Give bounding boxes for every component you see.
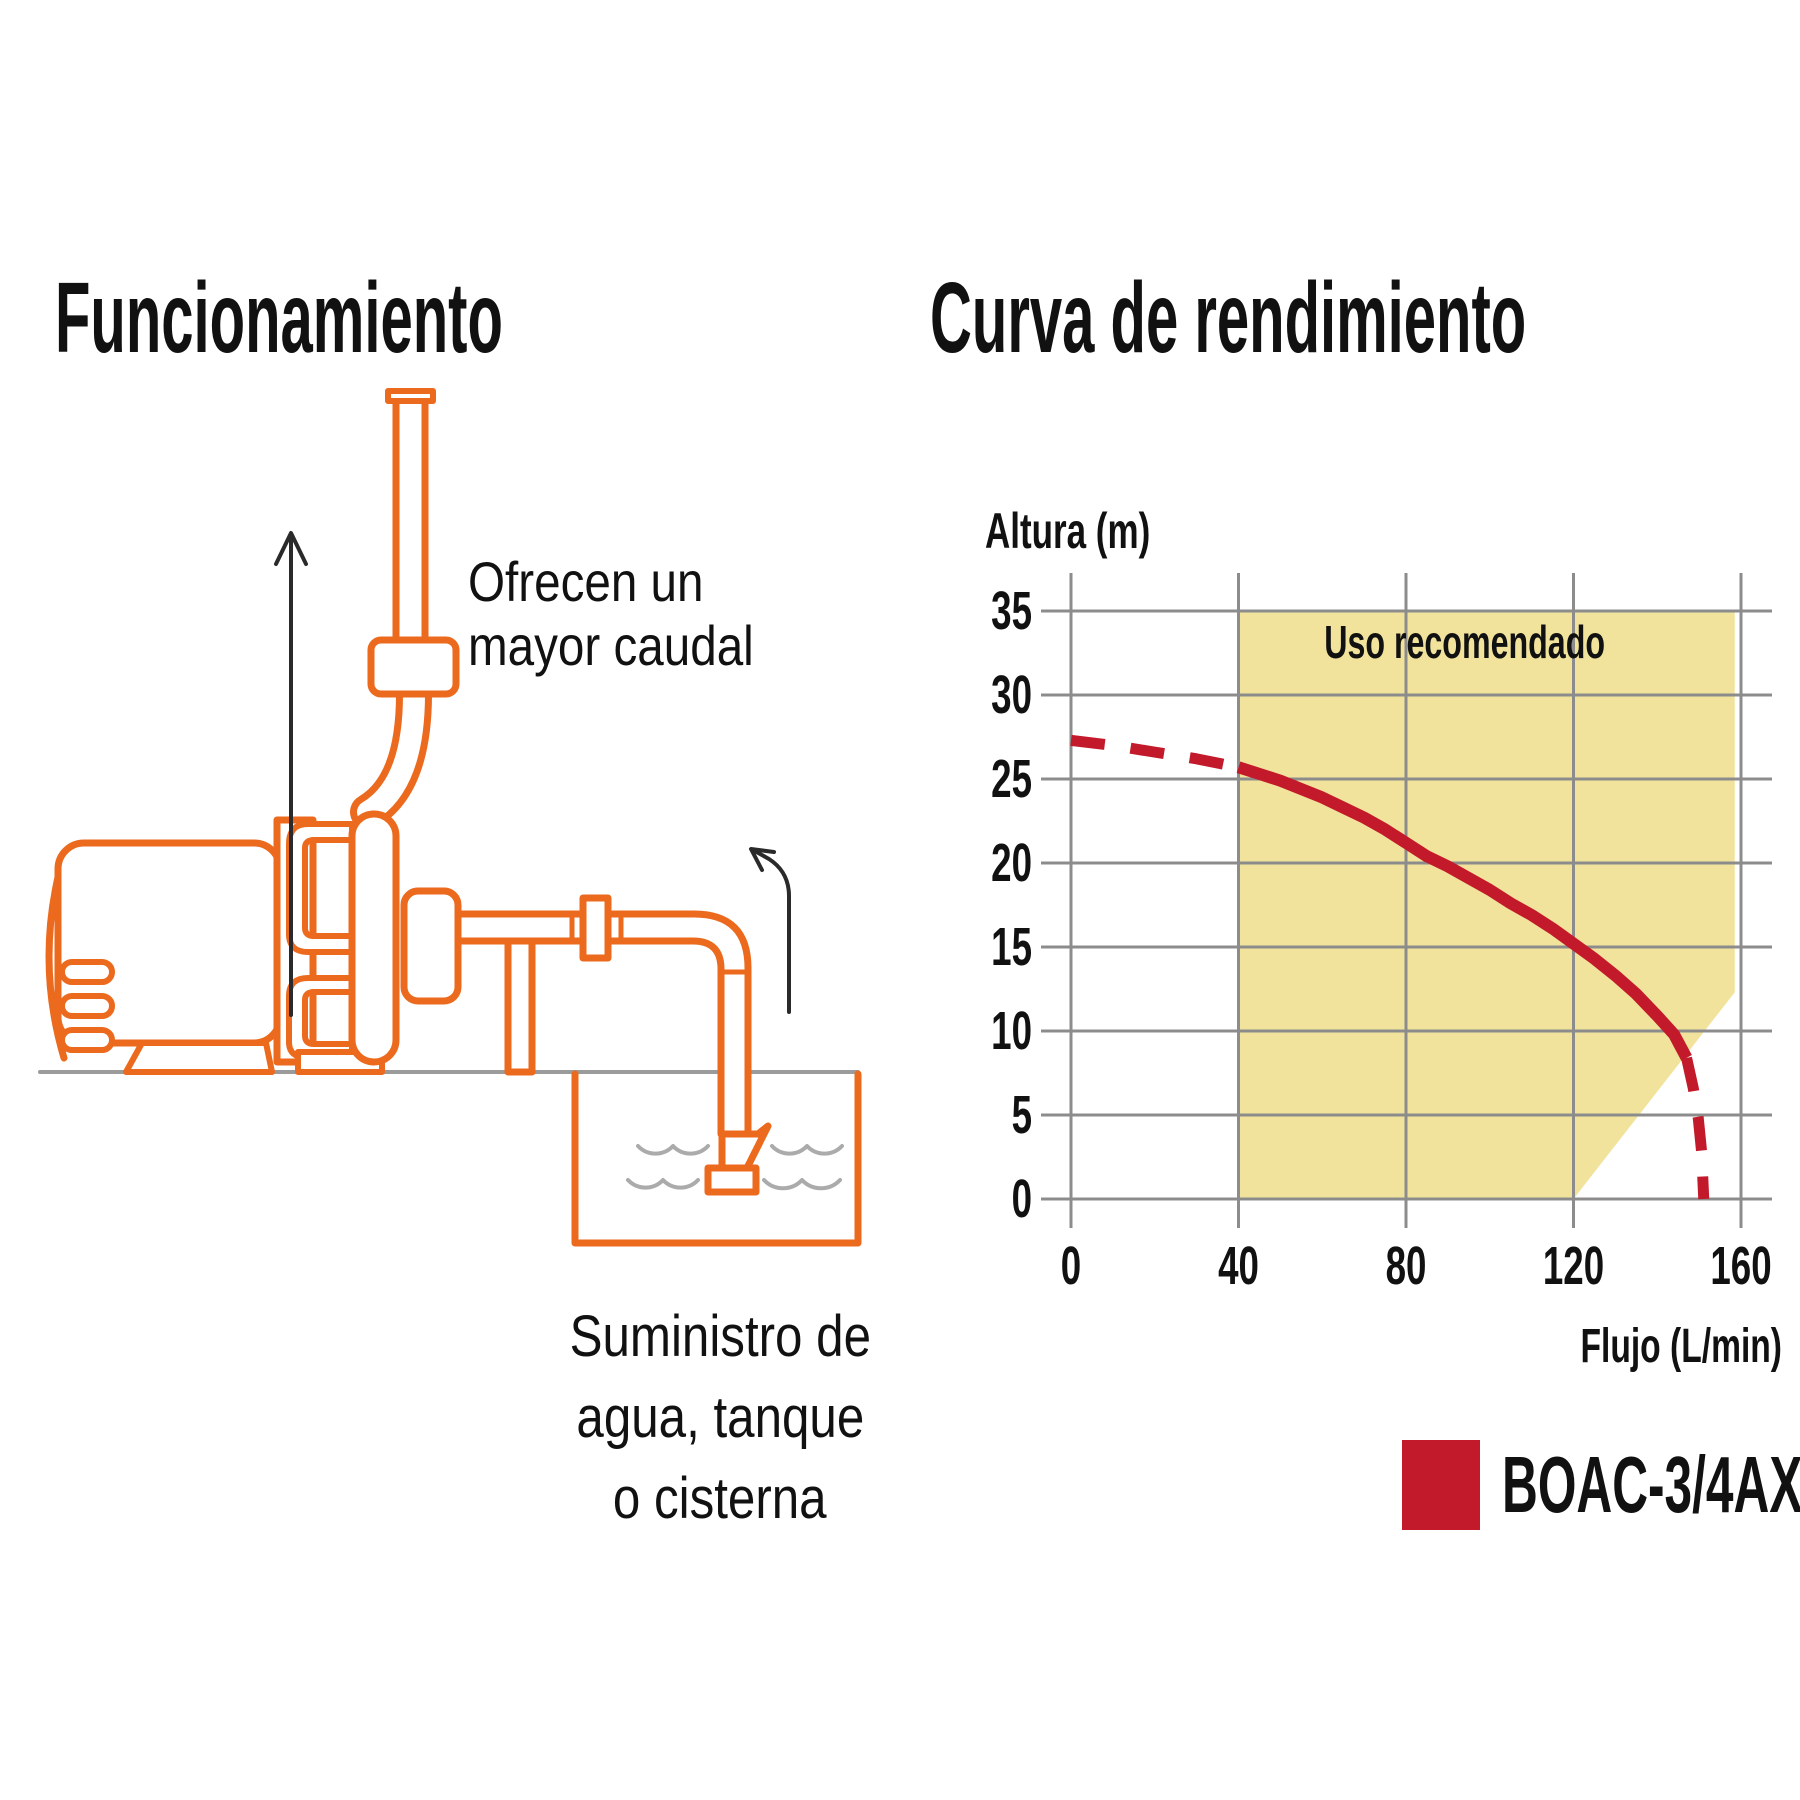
- right-panel-title-text: Curva de rendimiento: [930, 262, 1527, 374]
- x-tick-label: 80: [1386, 1235, 1427, 1296]
- y-tick-label: 0: [1012, 1168, 1032, 1229]
- up-arrow-icon: [274, 531, 308, 1017]
- flow-note-line1: Ofrecen un: [468, 550, 704, 613]
- y-tick-label: 5: [1012, 1084, 1032, 1145]
- y-tick-label: 25: [991, 748, 1032, 809]
- motor-base: [123, 1040, 275, 1075]
- foot-valve-icon: [718, 1122, 772, 1174]
- y-tick-label: 35: [991, 580, 1032, 641]
- x-axis-label: Flujo (L/min): [1580, 1318, 1782, 1372]
- left-panel-title: Funcionamiento: [55, 268, 827, 368]
- legend-swatch: [1402, 1440, 1480, 1530]
- chart-legend: BOAC-3/4AX: [1402, 1440, 1800, 1530]
- discharge-union-block: [367, 636, 460, 698]
- curve-solid: [1236, 761, 1692, 1061]
- x-tick-label: 0: [1061, 1235, 1081, 1296]
- pipe-support-leg: [504, 937, 536, 1076]
- tank-caption-line3: o cisterna: [613, 1466, 827, 1531]
- x-tick-label: 160: [1710, 1235, 1771, 1296]
- flow-note-line2: mayor caudal: [468, 614, 754, 677]
- y-tick-label: 15: [991, 916, 1032, 977]
- region-label: Uso recomendado: [1324, 617, 1605, 668]
- y-tick-label: 20: [991, 832, 1032, 893]
- tank-caption-line1: Suministro de: [569, 1304, 871, 1369]
- flow-note: Ofrecen un mayor caudal: [468, 550, 804, 678]
- x-tick-label: 120: [1543, 1235, 1604, 1296]
- curve-dashed: [1070, 734, 1240, 773]
- tank-outline: [571, 1070, 862, 1247]
- y-tick-label: 30: [991, 664, 1032, 725]
- curve-dashed: [1681, 1056, 1710, 1200]
- x-tick-label: 40: [1218, 1235, 1259, 1296]
- suction-arrow-icon: [749, 847, 791, 1014]
- discharge-pipe-lip: [385, 388, 436, 404]
- volute: [348, 810, 400, 1066]
- pipe-union-coupling: [579, 894, 612, 962]
- tank-caption: Suministro de agua, tanque o cisterna: [420, 1296, 1020, 1539]
- right-panel-title: Curva de rendimiento: [930, 268, 1800, 368]
- tank-caption-line2: agua, tanque: [576, 1385, 864, 1450]
- suction-flange: [400, 887, 462, 1005]
- water-waves-icon: [626, 1144, 844, 1191]
- y-axis-label: Altura (m): [985, 504, 1150, 560]
- left-panel-title-text: Funcionamiento: [55, 262, 503, 374]
- y-tick-label: 10: [991, 1000, 1032, 1061]
- recommended-region: [1238, 611, 1735, 1199]
- discharge-elbow-inner: [357, 683, 425, 823]
- legend-label: BOAC-3/4AX: [1502, 1440, 1800, 1529]
- motor-vents-icon: [59, 959, 115, 1053]
- strainer: [704, 1164, 760, 1196]
